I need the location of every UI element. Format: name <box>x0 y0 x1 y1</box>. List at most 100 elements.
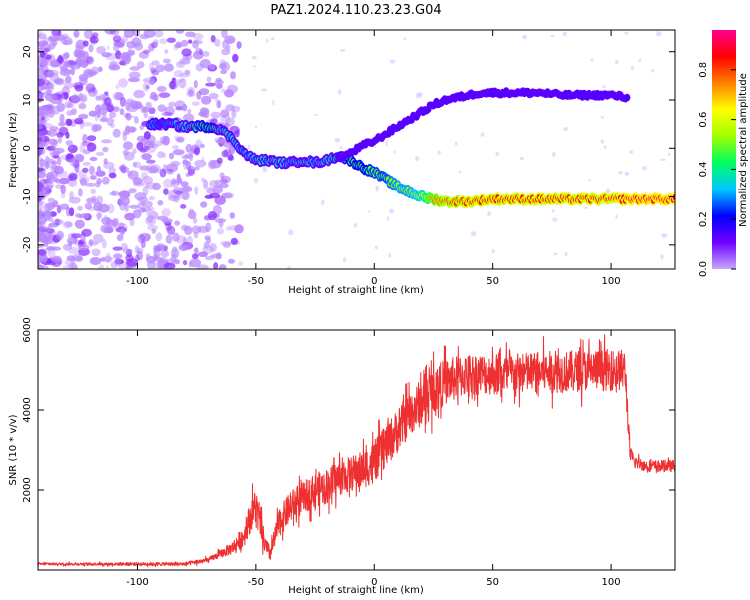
spectrogram-ridges <box>146 87 675 209</box>
noise-blob <box>92 233 104 244</box>
noise-blob <box>78 93 88 103</box>
noise-blob <box>374 245 378 250</box>
noise-blob <box>470 231 477 237</box>
noise-blob <box>176 61 185 68</box>
y-tick-label: -20 <box>22 237 33 253</box>
noise-blob <box>77 244 90 251</box>
noise-blob <box>105 252 111 261</box>
noise-blob <box>204 255 215 261</box>
noise-blob <box>187 165 196 175</box>
noise-blob <box>551 152 556 157</box>
y-tick-label: 0 <box>22 145 33 151</box>
noise-blob <box>115 84 120 90</box>
noise-blob <box>130 127 136 133</box>
noise-blob <box>403 37 407 41</box>
noise-blob <box>178 78 187 89</box>
noise-blob <box>91 124 99 133</box>
noise-blob <box>96 165 102 174</box>
noise-blob <box>101 52 112 58</box>
noise-blob <box>120 164 127 174</box>
noise-blob <box>139 200 146 206</box>
noise-blob <box>68 174 74 181</box>
noise-blob <box>491 249 495 254</box>
noise-blob <box>231 109 237 119</box>
noise-blob <box>187 235 193 245</box>
noise-blob <box>62 265 75 269</box>
noise-blob <box>111 190 116 196</box>
noise-blob <box>128 71 141 79</box>
noise-blob <box>132 148 137 155</box>
noise-blob <box>216 100 222 109</box>
noise-blob <box>212 185 224 194</box>
noise-blob <box>46 225 51 233</box>
noise-blob <box>185 172 191 177</box>
spectrogram-background-noise <box>38 30 671 269</box>
noise-blob <box>182 190 190 201</box>
noise-blob <box>52 150 60 156</box>
noise-blob <box>47 145 56 151</box>
noise-blob <box>65 75 72 84</box>
noise-blob <box>123 141 133 151</box>
noise-blob <box>65 140 73 146</box>
colorbar-label: Normalized spectral amplitude <box>738 73 749 227</box>
noise-blob <box>145 101 152 109</box>
noise-blob <box>137 34 144 37</box>
noise-blob <box>615 59 619 64</box>
noise-blob <box>103 215 108 218</box>
noise-blob <box>48 249 56 259</box>
noise-blob <box>550 34 555 38</box>
noise-blob <box>82 161 91 166</box>
noise-blob <box>181 48 192 57</box>
noise-blob <box>38 249 47 256</box>
noise-blob <box>253 178 259 183</box>
noise-blob <box>79 177 88 186</box>
noise-blob <box>49 126 59 132</box>
noise-blob <box>188 89 194 97</box>
noise-blob <box>61 92 69 100</box>
noise-blob <box>160 250 170 258</box>
noise-blob <box>220 175 231 184</box>
noise-blob <box>75 39 86 50</box>
noise-blob <box>228 225 237 231</box>
noise-blob <box>222 39 229 50</box>
noise-blob <box>138 51 149 59</box>
noise-blob <box>64 101 72 109</box>
noise-blob <box>133 116 139 124</box>
noise-blob <box>175 41 182 48</box>
noise-blob <box>458 170 461 174</box>
y-tick-label: -10 <box>22 188 33 204</box>
noise-blob <box>223 241 231 249</box>
noise-blob <box>219 182 229 189</box>
noise-blob <box>44 103 55 111</box>
noise-blob <box>78 102 87 110</box>
noise-blob <box>184 225 193 235</box>
noise-blob <box>187 108 192 115</box>
noise-blob <box>55 35 67 41</box>
noise-blob <box>206 76 212 83</box>
noise-blob <box>192 40 199 49</box>
noise-blob <box>157 200 164 206</box>
noise-blob <box>120 166 130 173</box>
noise-blob <box>88 44 94 53</box>
noise-blob <box>145 253 151 261</box>
noise-blob <box>136 61 145 69</box>
noise-blob <box>46 70 54 78</box>
noise-blob <box>74 84 84 92</box>
noise-blob <box>205 222 212 233</box>
noise-blob <box>196 90 202 100</box>
noise-blob <box>415 156 420 162</box>
noise-blob <box>77 157 83 162</box>
noise-blob <box>90 175 97 180</box>
x-tick-label: 0 <box>371 276 377 287</box>
noise-blob <box>39 253 48 263</box>
noise-blob <box>225 226 231 231</box>
noise-blob <box>189 258 201 268</box>
noise-blob <box>48 222 59 228</box>
noise-blob <box>102 256 113 262</box>
noise-blob <box>58 121 66 127</box>
noise-blob <box>51 140 58 148</box>
noise-blob <box>78 188 83 197</box>
noise-blob <box>39 57 50 68</box>
noise-blob <box>261 88 268 92</box>
